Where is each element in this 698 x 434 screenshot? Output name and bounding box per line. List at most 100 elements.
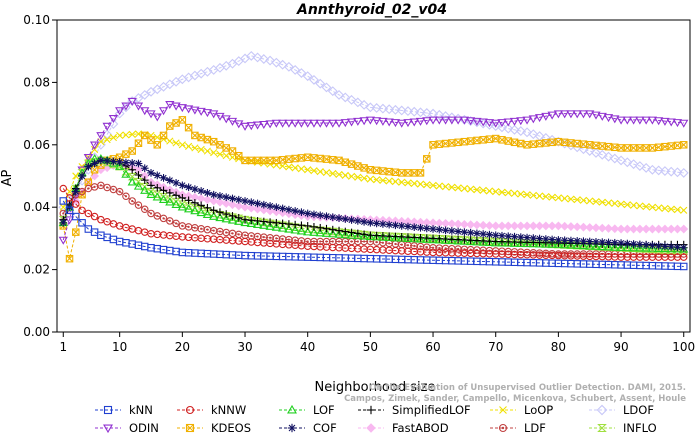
data-point (597, 149, 608, 160)
data-point (271, 57, 282, 68)
data-point (116, 131, 124, 140)
data-point (341, 215, 350, 223)
data-point (597, 112, 607, 121)
data-point (372, 117, 382, 126)
data-point (653, 165, 664, 176)
data-point (647, 243, 658, 252)
data-point (134, 130, 143, 138)
data-point (303, 209, 312, 218)
data-point (528, 239, 538, 248)
data-point (221, 199, 231, 208)
data-point (153, 212, 162, 220)
data-point (434, 116, 444, 125)
legend-label: ODIN (129, 421, 159, 434)
data-point (322, 168, 331, 177)
x-tick-label: 80 (551, 340, 566, 354)
data-point (679, 253, 688, 261)
data-point (679, 224, 689, 234)
data-point (58, 236, 68, 245)
data-point (630, 201, 638, 209)
data-point (466, 220, 476, 230)
data-point (497, 238, 507, 247)
series-knnw (59, 184, 688, 261)
data-point (302, 71, 313, 82)
data-point (448, 139, 456, 147)
data-point (528, 129, 539, 140)
data-point (554, 194, 562, 202)
data-point (655, 204, 663, 212)
data-point (222, 193, 231, 202)
data-point (334, 119, 344, 128)
data-point (209, 190, 218, 199)
data-point (473, 186, 481, 194)
data-point (623, 201, 631, 209)
data-point (628, 116, 639, 125)
data-point (65, 254, 74, 263)
data-point (285, 205, 293, 214)
data-point (535, 192, 544, 200)
legend-item-ldf: LDF (490, 421, 546, 434)
data-point (434, 109, 445, 120)
data-point (373, 176, 381, 184)
data-point (379, 220, 387, 228)
data-point (133, 102, 144, 111)
data-point (327, 86, 338, 97)
data-point (603, 242, 614, 251)
data-point (610, 115, 620, 124)
data-point (365, 116, 375, 125)
data-point (209, 110, 219, 119)
data-point (166, 137, 174, 145)
data-point (478, 220, 488, 230)
data-point (71, 187, 80, 196)
data-point (616, 116, 626, 125)
plot-frame (56, 19, 691, 333)
data-point (641, 162, 652, 173)
data-point (479, 230, 488, 238)
data-point (322, 212, 331, 221)
data-point (278, 219, 287, 228)
data-layer (58, 50, 689, 271)
data-point (360, 230, 368, 239)
data-point (134, 159, 143, 168)
data-point (478, 118, 488, 127)
data-point (398, 178, 406, 186)
data-point (604, 199, 613, 207)
data-point (297, 165, 306, 173)
data-point (591, 241, 601, 250)
data-point (384, 104, 395, 115)
data-point (165, 100, 175, 110)
data-point (122, 158, 130, 167)
data-point (328, 229, 338, 238)
data-point (365, 232, 375, 241)
x-axis: 1 10 20 30 40 50 60 70 80 90 100 (59, 332, 695, 354)
data-point (672, 167, 683, 178)
data-point (372, 232, 382, 241)
data-point (140, 107, 150, 116)
data-point (329, 156, 337, 164)
data-point (241, 197, 249, 205)
data-point (266, 218, 274, 227)
data-point (534, 114, 545, 123)
data-point (603, 151, 614, 162)
data-point (279, 162, 287, 170)
legend-label: FastABOD (392, 421, 449, 434)
y-tick-label: 0.02 (23, 263, 50, 277)
data-point (572, 222, 582, 232)
data-point (72, 228, 80, 236)
data-point (334, 229, 344, 238)
data-point (316, 168, 324, 176)
data-point (572, 110, 582, 119)
data-point (509, 238, 520, 247)
data-point (159, 174, 168, 182)
data-point (610, 224, 620, 234)
data-point (522, 221, 532, 231)
data-point (166, 217, 174, 225)
data-point (309, 227, 319, 236)
y-axis-label: AP (0, 169, 15, 186)
series-line (62, 158, 684, 250)
data-point (72, 200, 80, 208)
data-point (616, 224, 626, 234)
data-point (303, 222, 312, 230)
data-point (628, 243, 639, 252)
